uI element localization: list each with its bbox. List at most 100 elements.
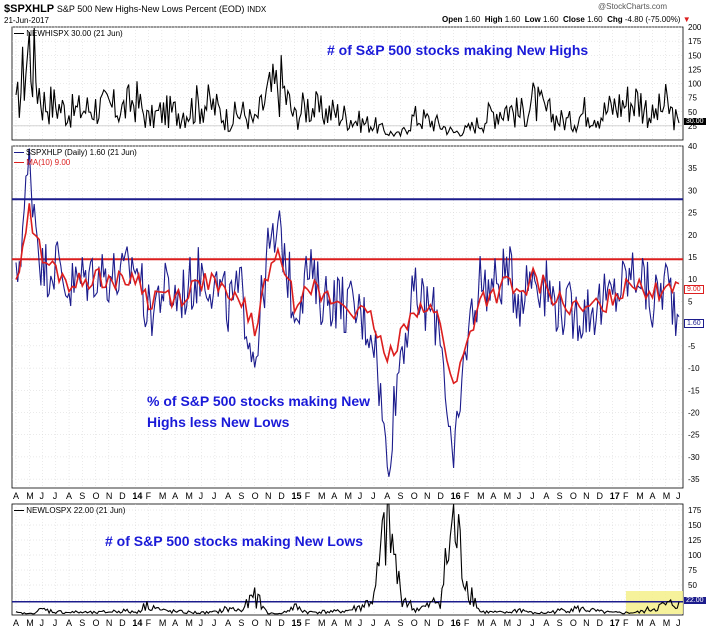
- x-tick-label: J: [212, 618, 217, 628]
- x-tick-label: A: [543, 618, 549, 628]
- x-tick-label: D: [119, 618, 126, 628]
- newlows-ytick-label: 75: [688, 566, 697, 575]
- x-tick-label: J: [371, 618, 376, 628]
- hlp-ytick-label: -25: [688, 431, 700, 440]
- chart-title: $SPXHLP S&P 500 New Highs-New Lows Perce…: [4, 3, 266, 15]
- x-tick-label: M: [185, 491, 193, 501]
- newhighs-series-line: [15, 27, 680, 138]
- x-tick-label: J: [199, 618, 204, 628]
- x-tick-label: D: [437, 618, 444, 628]
- x-tick-label: D: [596, 491, 603, 501]
- ma-last-value: 9.00: [684, 285, 704, 294]
- x-tick-label: M: [663, 618, 671, 628]
- x-tick-label: N: [265, 491, 272, 501]
- x-tick-label: J: [530, 491, 535, 501]
- x-tick-label: S: [398, 618, 404, 628]
- x-tick-label: 17: [610, 491, 620, 501]
- hlp-ytick-label: -10: [688, 364, 700, 373]
- x-tick-label: M: [318, 491, 326, 501]
- hlp-ytick-label: -35: [688, 475, 700, 484]
- x-tick-label: M: [504, 618, 512, 628]
- x-tick-label: J: [53, 618, 58, 628]
- middle-last-value: 1.60: [684, 319, 704, 328]
- newhighs-ytick-label: 150: [688, 51, 702, 60]
- x-tick-label: 14: [132, 618, 142, 628]
- x-tick-label: D: [437, 491, 444, 501]
- newhighs-ytick-label: 100: [688, 80, 702, 89]
- x-tick-label: J: [199, 491, 204, 501]
- x-tick-label: N: [106, 618, 113, 628]
- newlows-ytick-label: 50: [688, 581, 697, 590]
- newlows-ytick-label: 150: [688, 521, 702, 530]
- hlp-ytick-label: -30: [688, 453, 700, 462]
- x-tick-label: M: [185, 618, 193, 628]
- x-tick-label: M: [345, 491, 353, 501]
- x-tick-label: S: [557, 618, 563, 628]
- x-tick-label: A: [649, 491, 655, 501]
- x-tick-label: J: [212, 491, 217, 501]
- x-tick-label: M: [477, 491, 485, 501]
- x-tick-label: A: [225, 618, 231, 628]
- newlows-series-line: [15, 503, 680, 615]
- x-tick-label: A: [172, 618, 178, 628]
- x-tick-label: D: [278, 618, 285, 628]
- hlp-ytick-label: 35: [688, 164, 697, 173]
- x-tick-label: N: [583, 491, 590, 501]
- x-tick-label: J: [371, 491, 376, 501]
- x-tick-label: 15: [291, 618, 301, 628]
- x-tick-label: F: [464, 491, 470, 501]
- newhighs-ytick-label: 50: [688, 108, 697, 117]
- x-tick-label: O: [93, 618, 100, 628]
- chart-date: 21-Jun-2017: [4, 16, 49, 25]
- x-tick-label: A: [543, 491, 549, 501]
- x-tick-label: S: [557, 491, 563, 501]
- x-tick-label: O: [252, 491, 259, 501]
- x-tick-label: D: [119, 491, 126, 501]
- x-tick-label: M: [636, 491, 644, 501]
- x-tick-label: S: [398, 491, 404, 501]
- x-tick-label: F: [623, 618, 629, 628]
- x-tick-label: M: [318, 618, 326, 628]
- hlp-ytick-label: -20: [688, 408, 700, 417]
- x-tick-label: N: [106, 491, 113, 501]
- hlp-ytick-label: -15: [688, 386, 700, 395]
- x-tick-label: J: [53, 491, 58, 501]
- x-tick-label: O: [252, 618, 259, 628]
- x-tick-label: A: [66, 618, 72, 628]
- x-tick-label: M: [26, 491, 34, 501]
- newhighs-ytick-label: 125: [688, 65, 702, 74]
- hlp-ytick-label: -5: [688, 342, 696, 351]
- x-tick-label: S: [79, 491, 85, 501]
- hlp-ytick-label: 5: [688, 297, 693, 306]
- top-last-value: 30.00: [684, 118, 706, 125]
- hlp-ytick-label: 30: [688, 186, 697, 195]
- newlows-frame: [11, 503, 684, 616]
- newlows-ytick-label: 100: [688, 551, 702, 560]
- newhighs-ytick-label: 75: [688, 94, 697, 103]
- x-tick-label: J: [517, 618, 522, 628]
- hlp-ytick-label: 40: [688, 142, 697, 151]
- hlp-ytick-label: 25: [688, 209, 697, 218]
- ma10-series-line: [15, 203, 680, 385]
- x-tick-label: M: [159, 491, 167, 501]
- x-tick-label: M: [663, 491, 671, 501]
- x-tick-label: A: [490, 618, 496, 628]
- x-tick-label: O: [93, 491, 100, 501]
- x-tick-label: 17: [610, 618, 620, 628]
- annotation-new-lows: # of S&P 500 stocks making New Lows: [105, 533, 364, 549]
- bottom-last-value: 22.00: [684, 597, 706, 604]
- x-tick-label: J: [358, 491, 363, 501]
- x-tick-label: O: [570, 618, 577, 628]
- x-tick-label: 16: [451, 618, 461, 628]
- x-tick-label: M: [26, 618, 34, 628]
- title: S&P 500 New Highs-New Lows Percent (EOD): [56, 4, 245, 14]
- credit: @StockCharts.com: [598, 2, 668, 11]
- x-tick-label: J: [676, 491, 681, 501]
- x-tick-label: 15: [291, 491, 301, 501]
- x-tick-label: F: [305, 491, 311, 501]
- x-tick-label: J: [517, 491, 522, 501]
- x-tick-label: S: [238, 491, 244, 501]
- x-tick-label: O: [570, 491, 577, 501]
- x-tick-label: S: [238, 618, 244, 628]
